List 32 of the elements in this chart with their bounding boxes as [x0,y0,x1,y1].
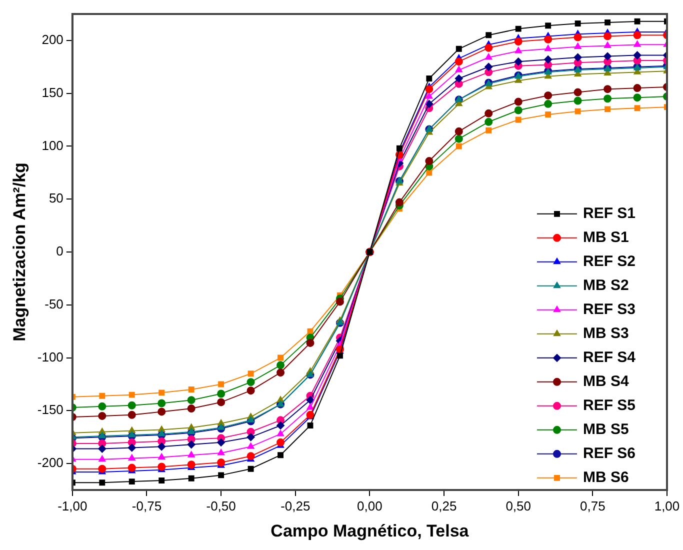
y-tick-label: -100 [37,349,64,364]
legend-label: REF S6 [583,445,636,462]
legend-label: REF S4 [583,349,636,366]
legend-label: REF S5 [583,397,636,414]
y-tick-label: -150 [37,402,64,418]
legend-label: MB S3 [583,325,629,342]
legend-label: REF S1 [583,205,636,222]
legend-label: REF S2 [583,253,636,270]
y-tick-label: -50 [44,296,64,312]
y-tick-label: 50 [48,190,64,206]
legend-label: REF S3 [583,301,636,318]
y-tick-label: -200 [37,455,64,470]
x-tick-label: -0,25 [280,498,310,514]
x-axis-title: Campo Magnético, Telsa [270,521,470,540]
x-tick-label: 1,00 [654,498,680,514]
y-tick-label: 100 [42,138,64,153]
y-tick-label: 150 [42,84,64,100]
x-tick-label: 0,25 [431,498,457,514]
y-tick-label: 0 [56,244,64,259]
legend-label: MB S1 [583,229,629,246]
y-tick-label: 200 [42,32,64,48]
x-tick-label: -1,00 [58,498,88,514]
x-tick-label: 0,00 [357,498,382,514]
legend-label: MB S5 [583,421,629,438]
y-axis-title: Magnetizacion Am²/kg [10,162,29,342]
legend-label: MB S6 [583,469,629,486]
x-tick-label: -0,50 [206,498,236,514]
x-tick-label: 0,75 [580,498,606,514]
x-tick-label: 0,50 [506,498,532,514]
legend-label: MB S2 [583,277,629,294]
legend-label: MB S4 [583,373,630,390]
x-tick-label: -0,75 [132,498,162,514]
